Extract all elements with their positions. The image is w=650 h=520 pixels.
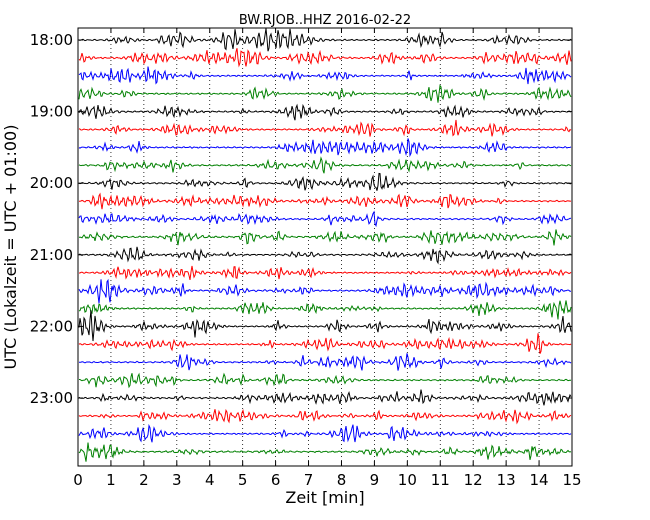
x-tick-label: 3 (172, 471, 182, 489)
trace-row (78, 156, 572, 174)
trace-row (78, 265, 572, 281)
x-axis-label: Zeit [min] (285, 488, 364, 507)
trace-row (78, 300, 572, 320)
y-tick-label: 21:00 (30, 246, 73, 264)
trace-row (78, 28, 572, 52)
trace-row (78, 119, 572, 137)
x-tick-label: 2 (139, 471, 149, 489)
trace-row (78, 310, 572, 342)
x-tick-label: 0 (73, 471, 83, 489)
y-tick-label: 19:00 (30, 103, 73, 121)
x-tick-label: 15 (562, 471, 581, 489)
trace-row (78, 408, 572, 425)
trace-row (78, 192, 572, 210)
x-tick-label: 10 (398, 471, 417, 489)
x-tick-label: 6 (271, 471, 281, 489)
trace-row (78, 442, 572, 462)
trace-row (78, 278, 572, 304)
x-tick-label: 14 (530, 471, 549, 489)
trace-row (78, 229, 572, 246)
trace-row (78, 103, 572, 121)
y-axis-label: UTC (Lokalzeit = UTC + 01:00) (1, 125, 20, 370)
x-tick-label: 4 (205, 471, 215, 489)
trace-row (78, 333, 572, 354)
x-tick-label: 11 (431, 471, 450, 489)
trace-row (78, 66, 572, 85)
x-axis-ticks: 0 1 2 3 4 5 6 7 8 9 10 11 12 13 14 15 (73, 28, 582, 489)
trace-row (78, 389, 572, 406)
trace-row (78, 353, 572, 371)
y-axis-ticks: 18:00 19:00 20:00 21:00 22:00 23:00 (30, 31, 572, 407)
trace-row (78, 246, 572, 265)
y-tick-label: 18:00 (30, 31, 73, 49)
plot-frame (77, 27, 573, 467)
x-tick-label: 8 (337, 471, 347, 489)
x-tick-label: 9 (370, 471, 380, 489)
x-tick-label: 12 (464, 471, 483, 489)
trace-row (78, 84, 572, 103)
x-tick-label: 13 (497, 471, 516, 489)
trace-row (78, 172, 572, 191)
x-tick-label: 7 (304, 471, 314, 489)
x-tick-label: 5 (238, 471, 248, 489)
trace-row (78, 210, 572, 228)
trace-lines (78, 28, 572, 462)
trace-row (78, 48, 572, 68)
x-tick-label: 1 (106, 471, 116, 489)
y-tick-label: 20:00 (30, 174, 73, 192)
y-tick-label: 23:00 (30, 389, 73, 407)
chart-title: BW.RJOB..HHZ 2016-02-22 (239, 13, 411, 28)
trace-row (78, 138, 572, 158)
y-tick-label: 22:00 (30, 317, 73, 335)
trace-row (78, 423, 572, 443)
trace-row (78, 372, 572, 389)
